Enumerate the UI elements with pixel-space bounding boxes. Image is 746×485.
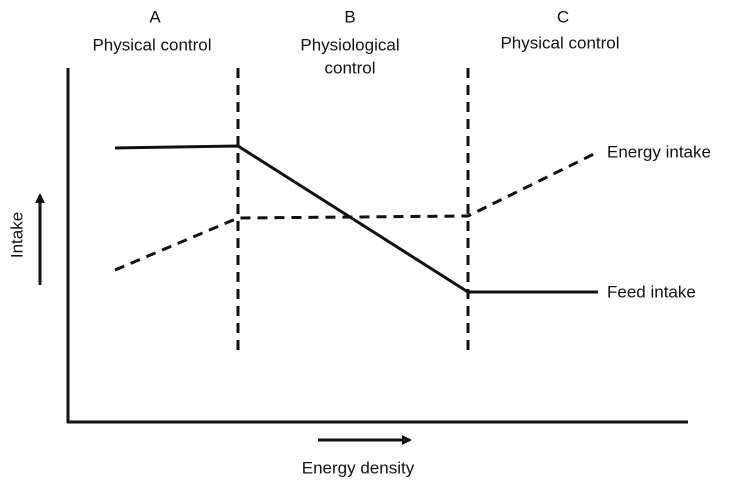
feed-intake-line — [114, 144, 598, 294]
x-axis-label: Energy density — [302, 458, 415, 477]
region-label: Physical control — [92, 35, 211, 54]
region-label: control — [324, 58, 375, 77]
region-letter: C — [557, 7, 569, 26]
energy-intake-line — [114, 150, 599, 272]
y-axis-label: Intake — [7, 212, 26, 258]
region-label: Physiological — [300, 35, 399, 54]
region-letter: A — [149, 7, 161, 26]
region-letter: B — [344, 7, 355, 26]
line-label: Feed intake — [607, 282, 696, 301]
region-label: Physical control — [500, 33, 619, 52]
line-label: Energy intake — [607, 142, 711, 161]
